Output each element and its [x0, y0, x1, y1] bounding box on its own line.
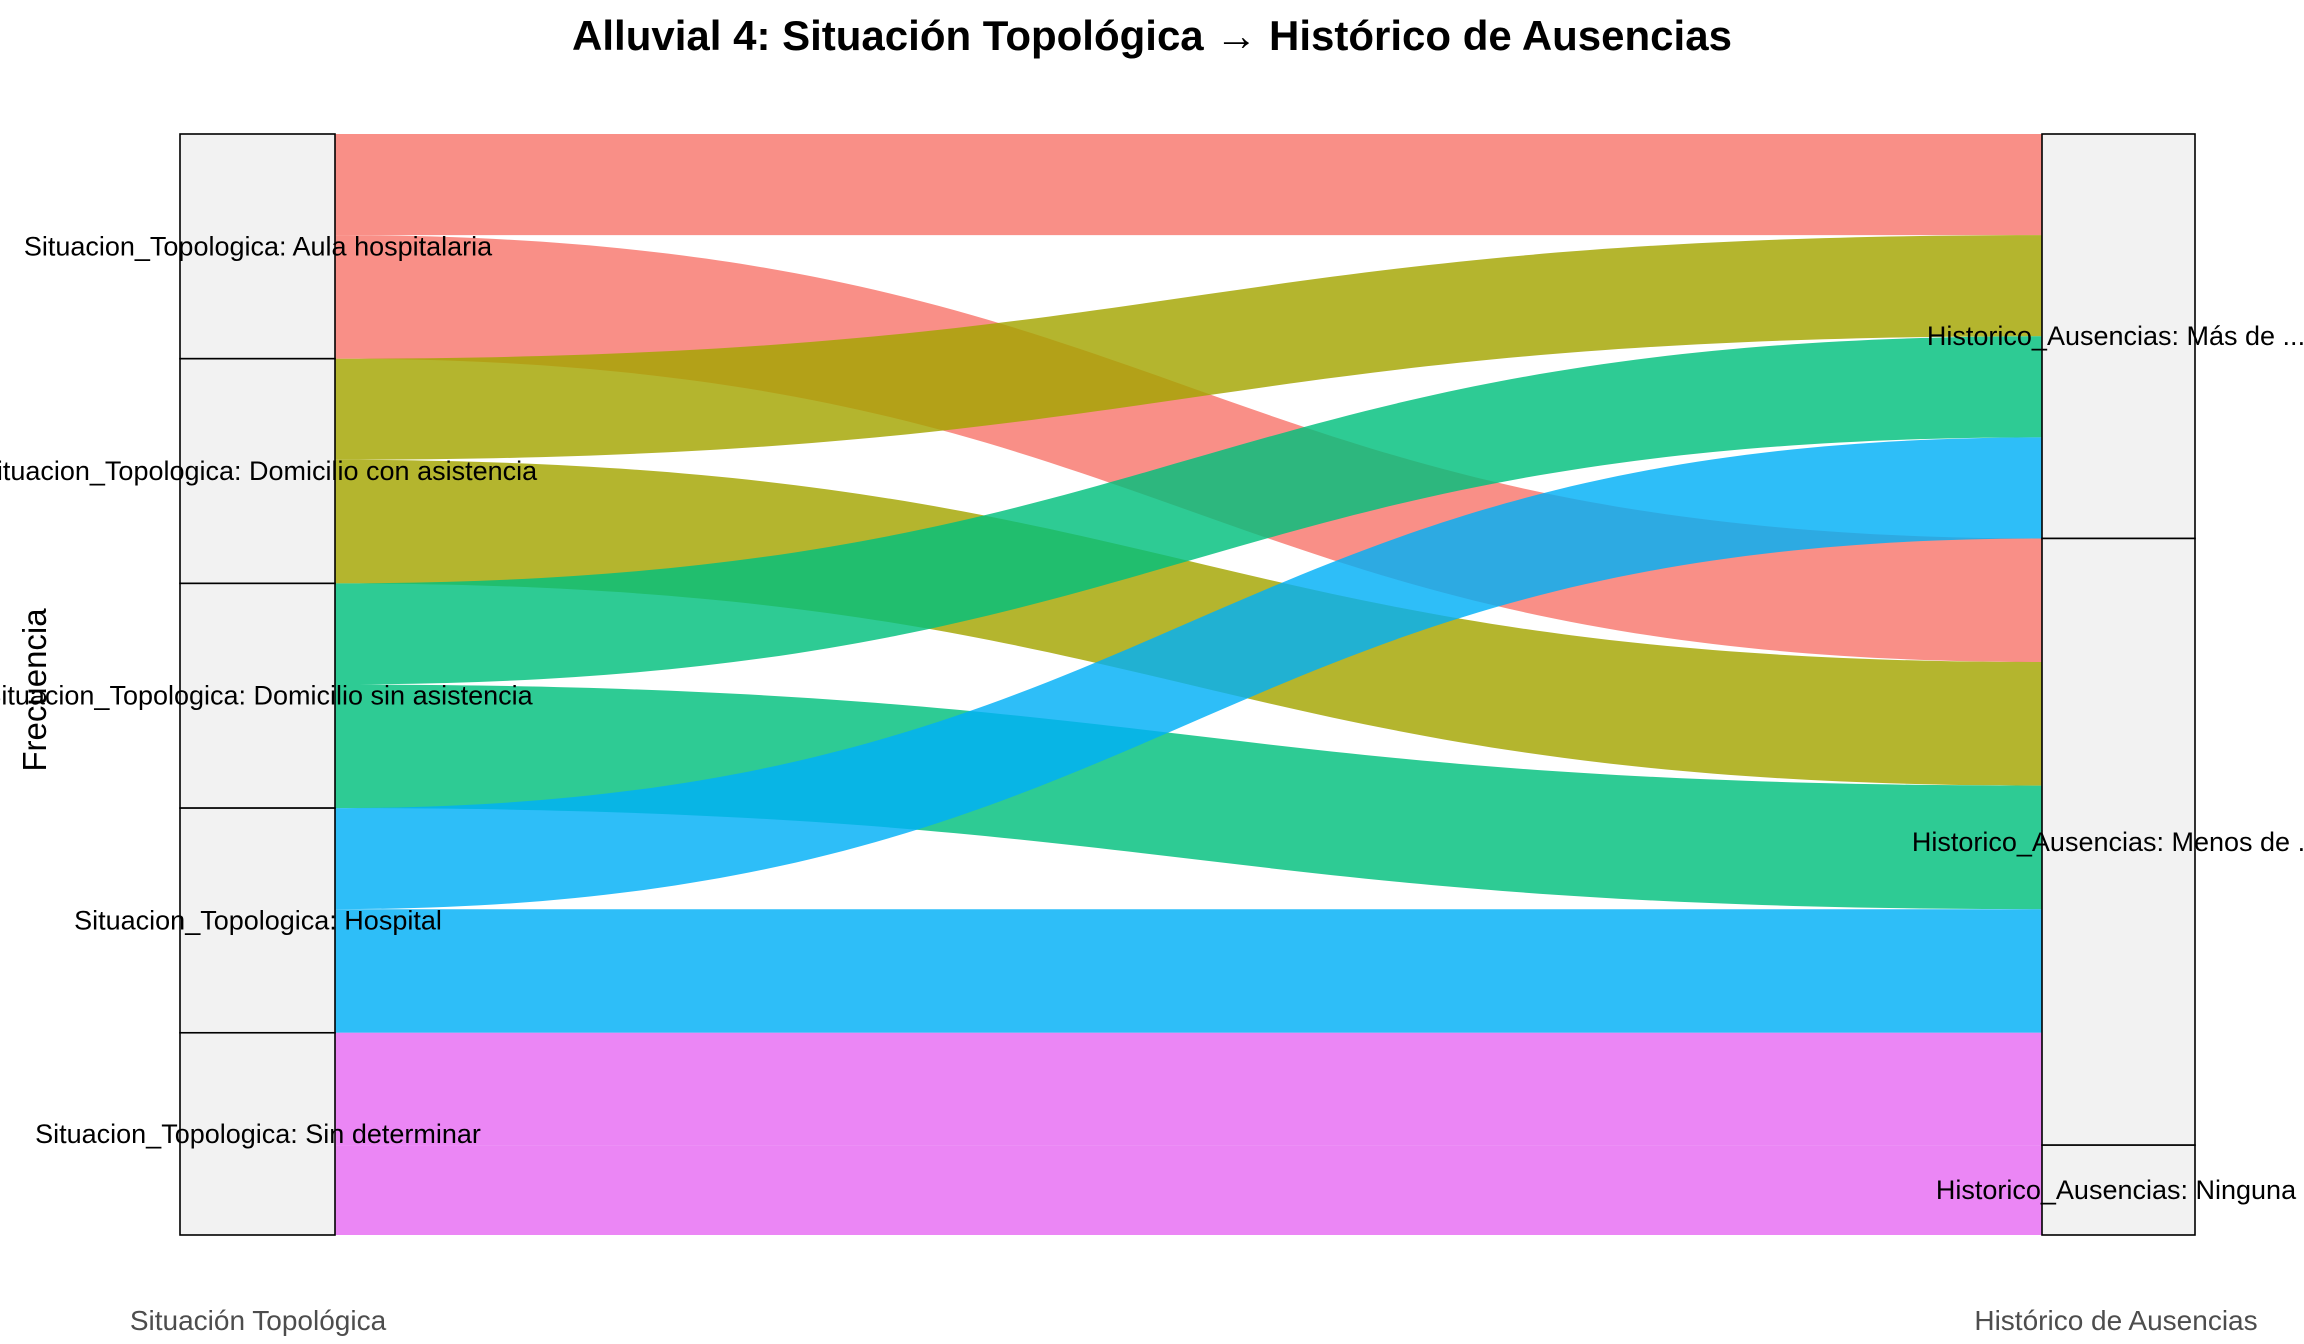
flow-8: [335, 1032, 2042, 1146]
stratum-label-1-0: Historico_Ausencias: Más de ...: [1927, 321, 2304, 351]
stratum-label-0-3: Situacion_Topologica: Hospital: [74, 905, 442, 935]
flow-6: [335, 437, 2042, 910]
flow-5: [335, 684, 2042, 910]
stratum-0-0: [179, 133, 336, 360]
stratum-1-0: [2041, 133, 2196, 540]
stratum-label-1-2: Historico_Ausencias: Ninguna: [1936, 1175, 2297, 1205]
strata-group: [179, 133, 2196, 1236]
stratum-1-1: [2041, 537, 2196, 1146]
flow-9: [335, 1145, 2042, 1235]
stratum-0-4: [179, 1031, 336, 1236]
stratum-label-0-2: Situacion_Topologica: Domicilio sin asis…: [0, 681, 534, 711]
flows-group: [335, 134, 2042, 1235]
chart-title: Alluvial 4: Situación Topológica → Histó…: [572, 12, 1732, 59]
stratum-label-1-1: Historico_Ausencias: Menos de ...: [1912, 827, 2304, 857]
stratum-labels-group: Situacion_Topologica: Aula hospitalaria S…: [0, 231, 2304, 1205]
stratum-label-0-1: Situacion_Topologica: Domicilio con asis…: [0, 456, 538, 486]
flow-7: [335, 909, 2042, 1033]
x-axis-label-right: Histórico de Ausencias: [1974, 1305, 2257, 1336]
flow-0: [335, 134, 2042, 236]
stratum-1-2: [2041, 1144, 2196, 1236]
flow-4: [335, 336, 2042, 685]
stratum-label-0-0: Situacion_Topologica: Aula hospitalaria: [24, 231, 493, 261]
y-axis-label: Frecuencia: [16, 608, 53, 772]
x-axis-label-left: Situación Topológica: [130, 1305, 387, 1336]
stratum-label-0-4: Situacion_Topologica: Sin determinar: [35, 1119, 481, 1149]
flow-2: [335, 235, 2042, 460]
